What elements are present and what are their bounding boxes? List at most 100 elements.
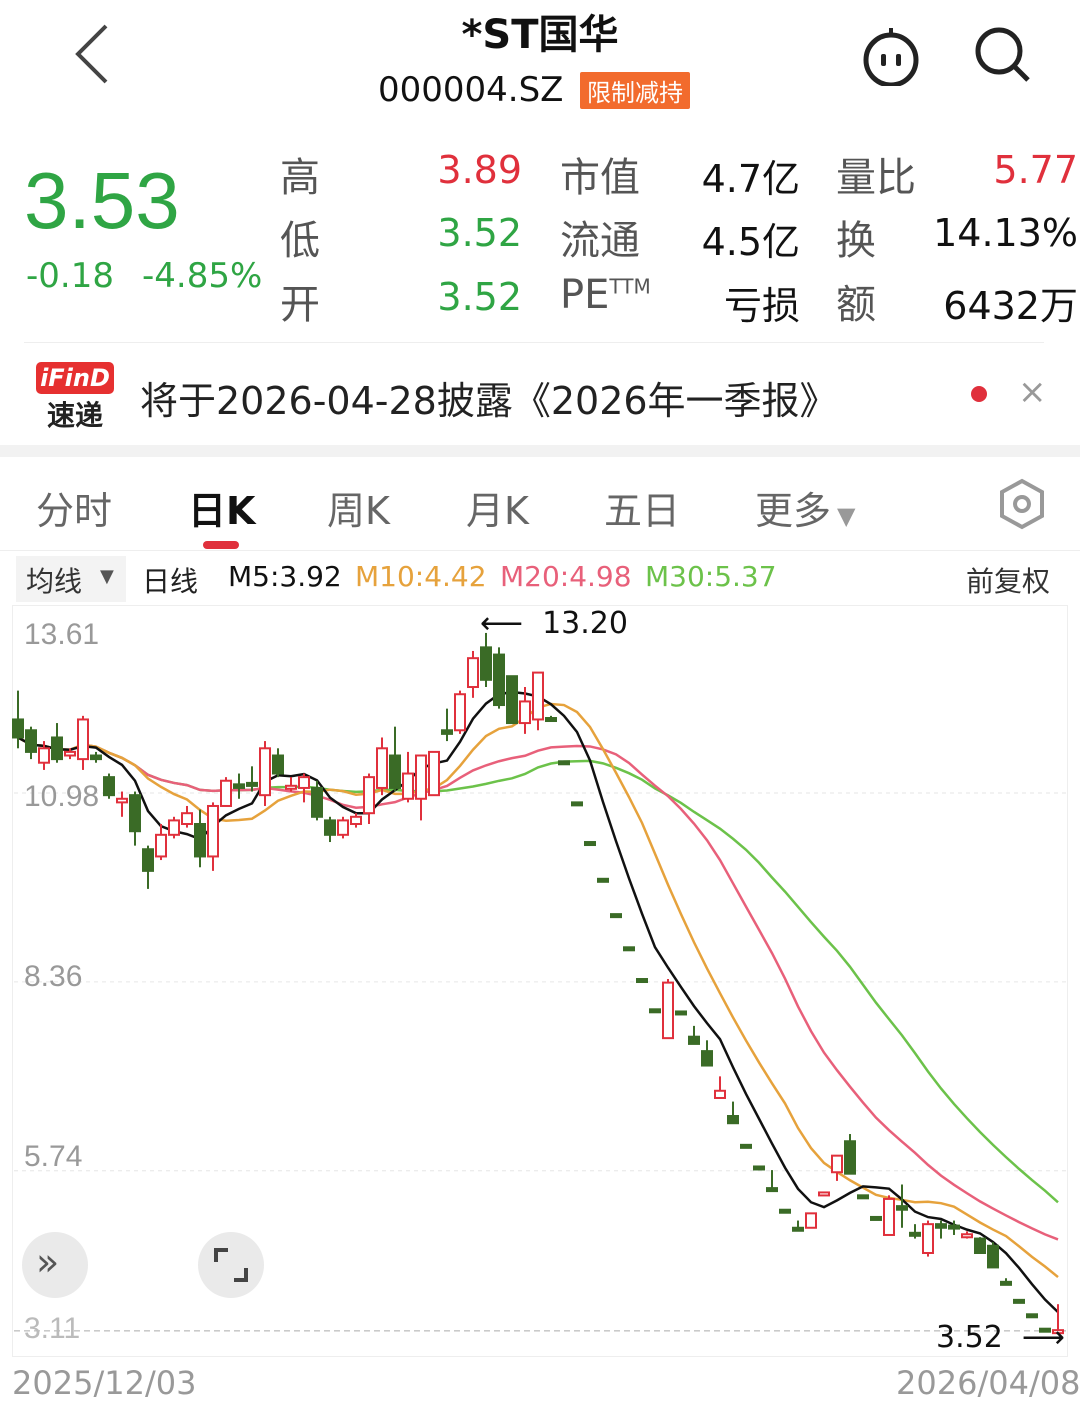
price-change-percent: -4.85% (142, 256, 263, 296)
period-label: 日线 (142, 565, 199, 598)
candle-down (909, 1231, 921, 1237)
value-volume-ratio: 5.77 (993, 148, 1078, 192)
tab-weekly-k[interactable]: 周K (327, 489, 390, 533)
candle-up (207, 804, 219, 858)
candle-down (779, 1208, 791, 1214)
tab-intraday[interactable]: 分时 (36, 489, 113, 533)
candle-up (350, 815, 362, 826)
label-market-cap: 市值 (560, 155, 640, 201)
right-arrow-icon: ⟶ (1021, 1320, 1065, 1355)
candle-down (142, 848, 154, 872)
x-end-date: 2026/04/08 (896, 1364, 1080, 1402)
y-tick-label: 8.36 (24, 960, 83, 993)
tab-more[interactable]: 更多 ▼ (755, 480, 855, 535)
stock-code: 000004.SZ (378, 70, 564, 110)
section-separator (0, 445, 1080, 457)
candle-down (610, 913, 622, 919)
candle-down (480, 646, 492, 681)
candle-down (103, 776, 115, 797)
candle-up (363, 776, 375, 815)
candle-up (168, 819, 180, 836)
value-open: 3.52 (437, 275, 522, 319)
x-start-date: 2025/12/03 (12, 1364, 197, 1402)
candle-up (922, 1223, 934, 1254)
left-arrow-icon: ⟵ (480, 606, 524, 641)
pe-ttm-sup: TTM (609, 274, 651, 299)
candle-down (675, 1010, 687, 1016)
candle-up (519, 700, 531, 725)
ifind-logo: iFinD 速递 (36, 362, 116, 432)
label-turnover: 换 (836, 218, 876, 264)
value-low: 3.52 (437, 211, 522, 255)
adjust-mode[interactable]: 前复权 (966, 565, 1051, 598)
ma20-line (17, 736, 1059, 1241)
robot-icon[interactable] (858, 26, 924, 86)
report-notice[interactable]: 将于2026-04-28披露《2026年一季报》 (140, 379, 838, 423)
candle-down (25, 729, 37, 753)
tab-five-day[interactable]: 五日 (604, 489, 681, 533)
candle-down (688, 1035, 700, 1045)
candle-down (324, 819, 336, 836)
indicator-selector-label: 均线 (26, 565, 83, 598)
max-price-marker: ⟵ 13.20 (480, 606, 628, 641)
candle-up (805, 1212, 817, 1229)
label-amount: 额 (836, 282, 876, 328)
candle-down (129, 794, 141, 833)
candle-down (974, 1237, 986, 1254)
candle-down (389, 754, 401, 789)
candle-up (532, 671, 544, 721)
candle-down (1039, 1327, 1051, 1333)
tab-daily-k[interactable]: 日K (188, 489, 256, 533)
settings-hexagon-icon[interactable] (996, 478, 1048, 530)
value-float-cap: 4.5亿 (701, 220, 800, 264)
label-low: 低 (280, 218, 320, 264)
ma10-value: M10:4.42 (355, 560, 487, 593)
fullscreen-button[interactable] (198, 1232, 264, 1298)
candle-up (961, 1233, 973, 1239)
back-chevron-icon[interactable] (70, 22, 120, 86)
candle-up (467, 657, 479, 689)
ma20-value: M20:4.98 (500, 560, 632, 593)
value-market-cap: 4.7亿 (701, 157, 800, 201)
candle-down (272, 754, 284, 775)
candle-up (64, 750, 76, 757)
candle-down (51, 736, 63, 761)
candle-down (792, 1226, 804, 1232)
tab-monthly-k[interactable]: 月K (466, 489, 529, 533)
candle-down (558, 760, 570, 766)
indicator-selector[interactable]: 均线 ▼ (16, 556, 126, 602)
kline-chart[interactable] (12, 605, 1068, 1357)
candle-up (714, 1089, 726, 1099)
candle-down (311, 786, 323, 818)
candle-down (870, 1215, 882, 1221)
caret-down-icon: ▼ (100, 566, 114, 587)
expand-arrows-button[interactable]: » (22, 1232, 88, 1298)
candle-up (415, 754, 427, 800)
candle-up (818, 1191, 830, 1197)
candle-up (831, 1154, 843, 1174)
max-price-value: 13.20 (542, 606, 628, 641)
restriction-badge[interactable]: 限制减持 (580, 72, 690, 109)
candle-down (1013, 1298, 1025, 1304)
pe-text: PE (560, 272, 610, 318)
caret-down-icon: ▼ (837, 502, 856, 530)
candle-up (77, 718, 89, 761)
last-price: 3.53 (24, 156, 180, 245)
candle-down (90, 754, 102, 761)
candle-down (727, 1115, 739, 1125)
candle-up (285, 784, 297, 790)
search-icon[interactable] (972, 24, 1032, 84)
y-tick-label: 3.11 (24, 1312, 81, 1345)
candle-down (623, 946, 635, 952)
candle-down (753, 1165, 765, 1171)
price-change: -0.18 (26, 256, 114, 296)
candle-down (844, 1140, 856, 1175)
fullscreen-icon (214, 1248, 248, 1282)
candle-down (857, 1194, 869, 1200)
label-float-cap: 流通 (560, 218, 640, 264)
stock-name: *ST国华 (461, 12, 619, 58)
close-notice-button[interactable]: × (1018, 372, 1047, 412)
min-price-value: 3.52 (936, 1320, 1003, 1355)
candle-up (220, 779, 232, 807)
